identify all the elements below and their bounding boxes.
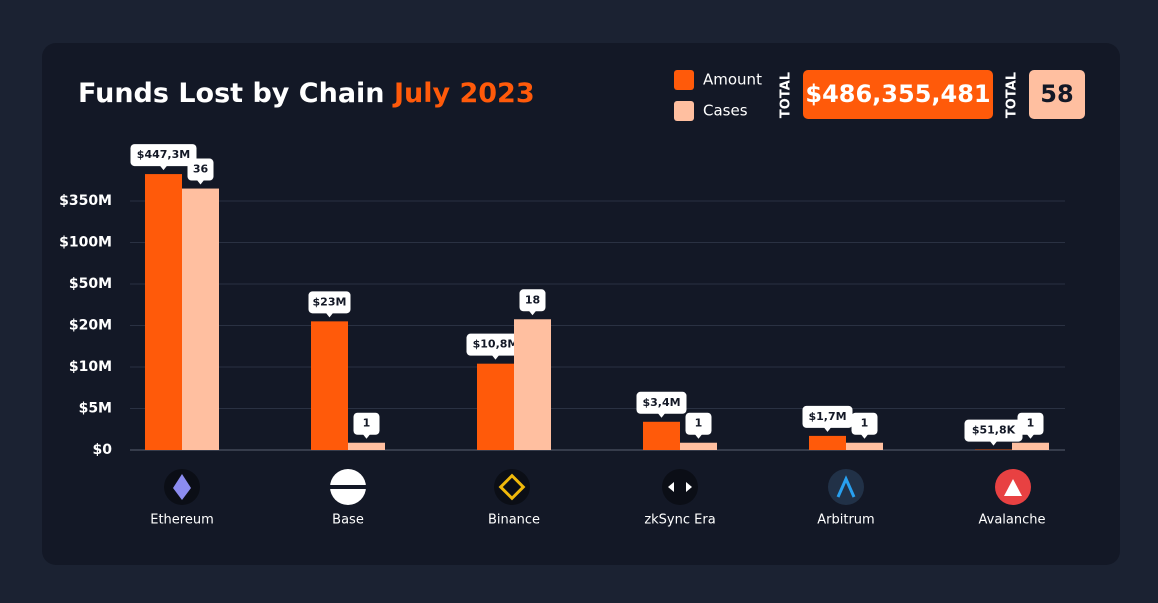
legend-swatch [674,101,694,121]
y-tick-label: $100M [59,235,112,251]
data-label-text: $447,3M [137,148,190,161]
data-label: $10,8M [466,333,525,360]
data-label-pointer [657,412,666,418]
bar [1012,442,1049,450]
bar [182,188,219,451]
data-label-box [964,419,1023,442]
data-label-box [685,412,712,435]
chain-icons [164,469,1031,505]
data-label: 36 [187,158,214,185]
x-tick-label: zkSync Era [644,513,715,528]
data-label: 18 [519,289,546,316]
data-label: $51,8K [964,419,1023,446]
data-label-text: 1 [1027,417,1035,430]
data-label-text: 36 [193,163,209,176]
data-label: $447,3M [130,144,197,171]
y-tick-label: $10M [69,359,112,375]
total-box [803,70,993,119]
data-label-pointer [491,354,500,360]
y-tick-label: $5M [79,401,112,417]
data-label-text: 1 [861,417,869,430]
chart-title: Funds Lost by Chain July 2023 [78,78,535,109]
x-tick-label: Ethereum [150,513,214,528]
data-label-text: $10,8M [473,338,519,351]
y-tick-label: $0 [93,442,113,458]
data-label-box [851,412,878,435]
data-label-text: $1,7M [808,410,846,423]
data-label: 1 [851,412,878,439]
total-value: $486,355,481 [805,80,990,108]
x-tick-label: Avalanche [979,513,1046,528]
legend-label: Cases [703,102,748,120]
data-label-pointer [325,312,334,318]
data-label-pointer [362,433,371,439]
data-label-pointer [528,310,537,316]
data-label-pointer [196,179,205,185]
data-label-text: 1 [363,417,371,430]
data-label-box [519,289,546,312]
bar [514,319,551,450]
total-label: TOTAL [1005,72,1020,118]
y-tick-label: $350M [59,193,112,209]
data-label: $23M [308,291,351,318]
data-label-box [802,405,853,428]
data-label-pointer [159,165,168,171]
total-label: TOTAL [779,72,794,118]
data-label-box [308,291,351,314]
data-label-text: $23M [313,295,347,308]
x-tick-label: Arbitrum [817,513,874,528]
data-label: $3,4M [636,391,687,418]
total-value: 58 [1040,80,1073,108]
bar [809,435,846,450]
y-tick-label: $50M [69,276,112,292]
data-label-box [1017,412,1044,435]
bar [680,442,717,450]
data-label-pointer [860,433,869,439]
data-label: 1 [353,412,380,439]
data-label-pointer [1026,433,1035,439]
data-label-text: 1 [695,417,703,430]
bar [311,321,348,450]
data-label: 1 [685,412,712,439]
data-label-box [466,333,525,356]
data-label-text: $51,8K [972,424,1016,437]
data-label-pointer [823,426,832,432]
data-label-box [353,412,380,435]
bar [145,174,182,451]
bar [477,363,514,450]
data-label-text: $3,4M [642,396,680,409]
x-tick-label: Binance [488,513,540,528]
data-label-box [636,391,687,414]
data-label: 1 [1017,412,1044,439]
data-label-text: 18 [525,293,540,306]
bar [643,421,680,450]
data-label: $1,7M [802,405,853,432]
data-label-pointer [694,433,703,439]
legend-label: Amount [703,71,762,89]
total-box [1029,70,1085,119]
y-tick-label: $20M [69,318,112,334]
data-label-box [130,144,197,167]
x-tick-label: Base [332,513,364,528]
legend-swatch [674,70,694,90]
data-label-box [187,158,214,181]
bar [846,442,883,450]
bar [348,442,385,450]
data-label-pointer [989,440,998,446]
